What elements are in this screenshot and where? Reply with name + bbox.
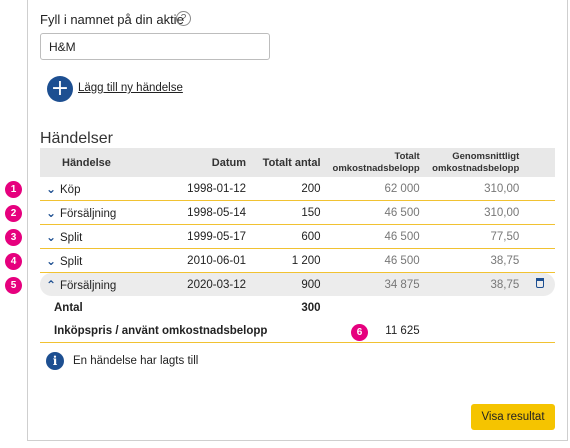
show-result-button[interactable]: Visa resultat — [471, 404, 555, 430]
step-badge-2: 2 — [5, 205, 22, 222]
event-avg-cost: 38,75 — [425, 272, 526, 296]
event-total-cost: 46 500 — [326, 224, 426, 249]
chevron-down-icon[interactable]: ⌄ — [46, 229, 57, 244]
event-cell: ⌃ Försäljning — [40, 272, 169, 296]
col-event: Händelse — [40, 148, 169, 177]
event-total-cost: 46 500 — [326, 248, 426, 273]
col-total-cost: Totalt omkostnadsbelopp — [326, 148, 426, 177]
chevron-up-icon[interactable]: ⌃ — [46, 277, 57, 292]
col-total-qty: Totalt antal — [252, 148, 327, 177]
event-avg-cost: 310,00 — [425, 200, 526, 225]
step-badge-1: 1 — [5, 181, 22, 198]
event-date: 1999-05-17 — [168, 224, 252, 249]
col-total-cost-line2: omkostnadsbelopp — [332, 162, 420, 174]
event-qty: 600 — [252, 224, 327, 249]
event-name: Försäljning — [60, 279, 117, 292]
detail-quantity-value: 300 — [301, 301, 321, 314]
event-cell: ⌄ Split — [40, 224, 169, 249]
event-total-cost: 46 500 — [326, 200, 426, 225]
event-date: 2010-06-01 — [168, 248, 252, 273]
detail-row-cost: Inköpspris / använt omkostnadsbelopp 11 … — [40, 319, 555, 343]
trash-icon[interactable] — [536, 278, 545, 288]
info-message: En händelse har lagts till — [73, 355, 199, 367]
event-cell: ⌄ Försäljning — [40, 200, 169, 225]
event-cell: ⌄ Split — [40, 248, 169, 273]
event-actions — [525, 224, 555, 249]
detail-quantity-label: Antal — [54, 301, 83, 314]
event-total-cost: 62 000 — [326, 177, 426, 201]
chevron-down-icon[interactable]: ⌄ — [46, 253, 57, 268]
step-badge-6: 6 — [351, 324, 368, 341]
table-row[interactable]: ⌄ Split 1999-05-17 600 46 500 77,50 — [40, 224, 555, 249]
col-date: Datum — [168, 148, 252, 177]
event-date: 1998-05-14 — [168, 200, 252, 225]
event-avg-cost: 310,00 — [425, 177, 526, 201]
event-actions — [525, 200, 555, 225]
detail-cost-value: 11 625 — [326, 319, 426, 343]
chevron-down-icon[interactable]: ⌄ — [46, 205, 57, 220]
table-row[interactable]: ⌄ Split 2010-06-01 1 200 46 500 38,75 — [40, 248, 555, 273]
event-actions — [525, 248, 555, 273]
event-total-cost: 34 875 — [326, 272, 426, 296]
step-badge-5: 5 — [5, 277, 22, 294]
table-header-row: Händelse Datum Totalt antal Totalt omkos… — [40, 148, 555, 177]
event-avg-cost: 38,75 — [425, 248, 526, 273]
event-qty: 900 — [252, 272, 327, 296]
event-name: Köp — [60, 183, 81, 196]
step-badge-4: 4 — [5, 253, 22, 270]
stock-name-input[interactable] — [40, 33, 270, 60]
col-avg-cost: Genomsnittligt omkostnadsbelopp — [425, 148, 526, 177]
col-total-cost-line1: Totalt — [394, 150, 420, 162]
help-icon[interactable]: ? — [176, 11, 191, 26]
event-cell: ⌄ Köp — [40, 177, 169, 201]
event-qty: 1 200 — [252, 248, 327, 273]
event-name: Split — [60, 255, 83, 268]
events-table: Händelse Datum Totalt antal Totalt omkos… — [40, 148, 555, 343]
event-avg-cost: 77,50 — [425, 224, 526, 249]
stock-name-label: Fyll i namnet på din aktie — [40, 12, 184, 27]
step-badge-3: 3 — [5, 229, 22, 246]
add-event-icon[interactable]: + — [47, 76, 73, 102]
detail-row-quantity: Antal 300 — [40, 296, 555, 319]
col-avg-cost-line2: omkostnadsbelopp — [432, 162, 520, 174]
event-name: Försäljning — [60, 207, 117, 220]
chevron-down-icon[interactable]: ⌄ — [46, 181, 57, 196]
add-event-link[interactable]: Lägg till ny händelse — [78, 82, 183, 94]
col-avg-cost-line1: Genomsnittligt — [452, 150, 520, 162]
event-qty: 150 — [252, 200, 327, 225]
events-title: Händelser — [40, 130, 113, 147]
event-actions — [525, 272, 555, 296]
info-icon: i — [46, 352, 64, 370]
event-date: 1998-01-12 — [168, 177, 252, 201]
event-name: Split — [60, 231, 83, 244]
event-date: 2020-03-12 — [168, 272, 252, 296]
detail-cost-label: Inköpspris / använt omkostnadsbelopp — [40, 319, 327, 343]
event-qty: 200 — [252, 177, 327, 201]
col-actions — [525, 148, 555, 177]
table-row[interactable]: ⌄ Försäljning 1998-05-14 150 46 500 310,0… — [40, 200, 555, 225]
table-row-expanded[interactable]: ⌃ Försäljning 2020-03-12 900 34 875 38,75 — [40, 272, 555, 296]
event-actions — [525, 177, 555, 201]
table-row[interactable]: ⌄ Köp 1998-01-12 200 62 000 310,00 — [40, 177, 555, 201]
